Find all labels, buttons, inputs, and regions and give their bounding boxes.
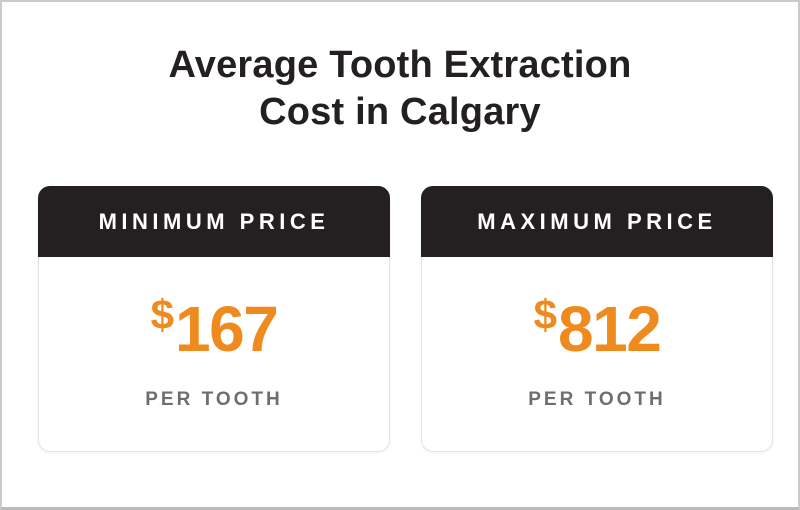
minimum-price-card-header: MINIMUM PRICE: [38, 186, 390, 257]
minimum-price-card: MINIMUM PRICE $167 PER TOOTH: [38, 186, 390, 452]
maximum-price-card: MAXIMUM PRICE $812 PER TOOTH: [421, 186, 773, 452]
minimum-price-unit-label: PER TOOTH: [145, 389, 283, 410]
page-title-line-1: Average Tooth Extraction: [168, 44, 632, 86]
page-title: Average Tooth Extraction Cost in Calgary: [2, 42, 798, 136]
page-title-line-2: Cost in Calgary: [259, 91, 541, 133]
dollar-sign: $: [150, 291, 175, 338]
minimum-price-value: $167: [39, 291, 389, 369]
maximum-price-value: $812: [422, 291, 772, 369]
maximum-price-card-body: $812 PER TOOTH: [422, 257, 772, 411]
maximum-price-unit-label: PER TOOTH: [528, 389, 666, 410]
dollar-sign: $: [533, 291, 558, 338]
maximum-price-card-header: MAXIMUM PRICE: [421, 186, 773, 257]
maximum-price-amount: 812: [558, 293, 662, 365]
minimum-price-amount: 167: [175, 293, 279, 365]
minimum-price-card-body: $167 PER TOOTH: [39, 257, 389, 411]
